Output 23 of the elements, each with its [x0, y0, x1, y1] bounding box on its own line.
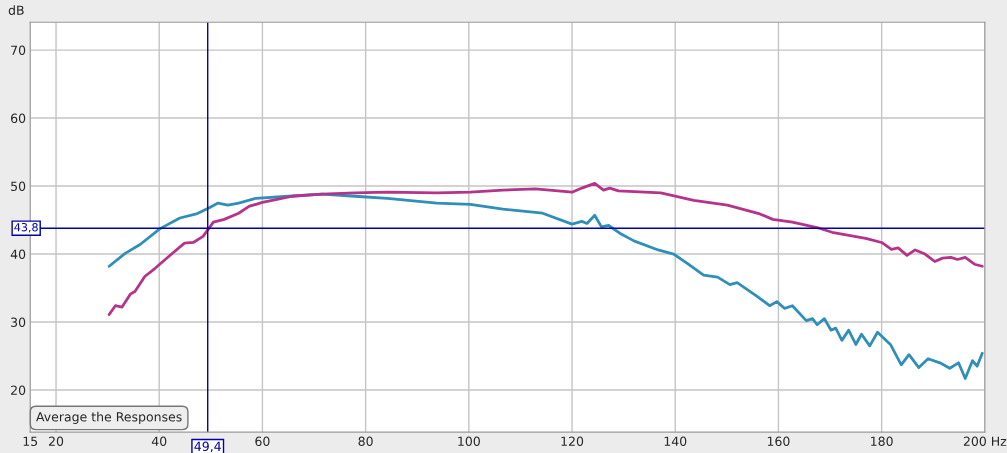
x-tick-label: 20 [48, 436, 64, 446]
x-tick-label: 160 [767, 436, 790, 446]
x-tick-label: 180 [871, 436, 893, 446]
ref-line-label: 49,4 [194, 441, 221, 453]
x-tick-label: 100 [458, 436, 480, 446]
x-tick-label: 140 [664, 436, 687, 446]
x-tick-label: 15 [23, 436, 38, 446]
y-axis-title: dB [8, 5, 24, 15]
x-tick-label: 120 [561, 436, 584, 446]
y-tick-label: 50 [11, 181, 26, 191]
y-tick-label: 40 [10, 249, 26, 259]
annotation: Average the Responses [36, 411, 182, 424]
line-series [107, 192, 984, 380]
y-tick-label: 30 [11, 317, 26, 327]
line-series [107, 181, 984, 316]
y-tick-label: 20 [11, 385, 26, 395]
x-tick-label: 40 [151, 436, 167, 446]
x-tick-label: 80 [358, 436, 373, 446]
y-tick-label: 60 [11, 113, 26, 123]
ref-line-label: 43,8 [14, 223, 38, 233]
y-tick-label: 70 [11, 45, 26, 55]
x-tick-label: 60 [255, 436, 270, 446]
x-tick-label: 200 Hz [963, 436, 1007, 446]
